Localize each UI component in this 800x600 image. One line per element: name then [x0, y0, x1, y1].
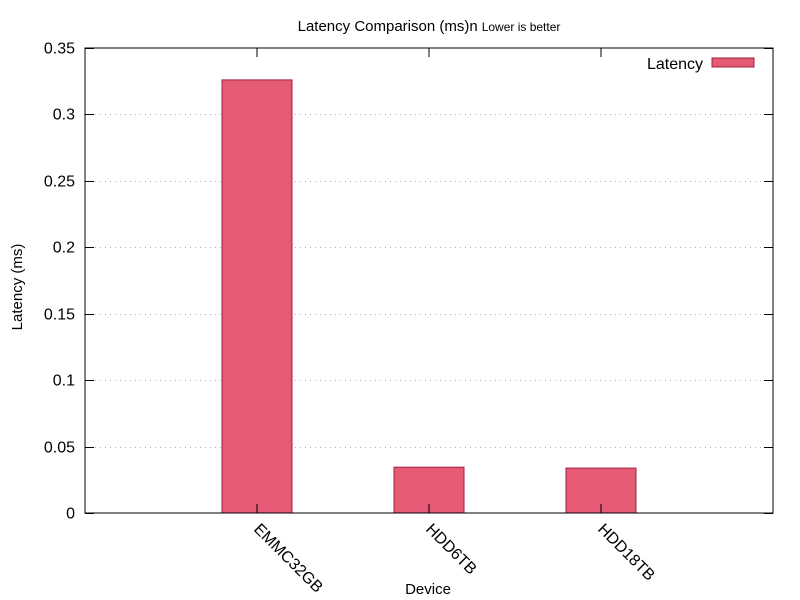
plot-frame [84, 47, 774, 514]
x-tick-label: HDD18TB [594, 521, 658, 585]
bar-emmc32gb [221, 79, 293, 514]
axis-ticks [85, 48, 773, 514]
chart-subtitle: Lower is better [482, 20, 561, 34]
grid-lines [85, 114, 773, 448]
y-tick-label: 0.3 [53, 107, 75, 124]
y-axis-title: Latency (ms) [9, 244, 26, 331]
y-tick-label: 0.2 [53, 240, 75, 257]
x-tick-label: EMMC32GB [250, 521, 326, 597]
chart-title: Latency Comparison (ms)n Lower is better [298, 18, 561, 35]
y-tick-label: 0.15 [44, 307, 75, 324]
bars [221, 79, 637, 514]
x-tick-label: HDD6TB [422, 521, 479, 578]
chart-title-main: Latency Comparison (ms)n [298, 18, 478, 35]
legend: Latency [647, 56, 755, 73]
legend-swatch [711, 57, 755, 68]
y-tick-label: 0.25 [44, 174, 75, 191]
x-tick-labels: EMMC32GB HDD6TB HDD18TB [250, 521, 658, 597]
y-tick-labels: 0 0.05 0.1 0.15 0.2 0.25 0.3 0.35 [44, 41, 75, 523]
legend-label: Latency [647, 56, 703, 73]
y-tick-label: 0.05 [44, 440, 75, 457]
y-tick-label: 0.1 [53, 373, 75, 390]
x-axis-title: Device [405, 581, 451, 598]
y-tick-label: 0.35 [44, 41, 75, 58]
y-tick-label: 0 [66, 506, 75, 523]
